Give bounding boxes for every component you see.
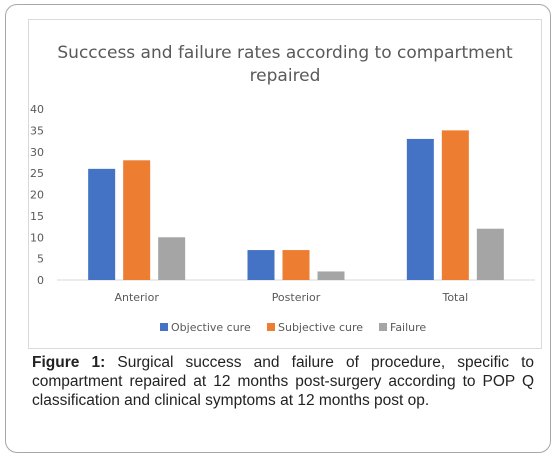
figure-frame: Succcess and failure rates according to … <box>5 4 551 453</box>
bar-objective-cure <box>247 250 275 280</box>
y-tick-label: 30 <box>30 146 44 159</box>
caption-text: Surgical success and failure of procedur… <box>32 354 534 409</box>
legend-label: Subjective cure <box>278 321 363 334</box>
chart-area: Succcess and failure rates according to … <box>28 19 542 349</box>
x-tick-label: Total <box>441 291 468 304</box>
legend-label: Objective cure <box>171 321 251 334</box>
y-tick-label: 15 <box>30 210 44 223</box>
bar-failure <box>476 228 504 280</box>
figure-caption: Figure 1: Surgical success and failure o… <box>32 353 534 410</box>
y-tick-label: 35 <box>30 124 44 137</box>
bar-chart: 0 5 10 15 20 25 30 35 40 Anterior Posterior Total Ob… <box>30 103 535 334</box>
y-tick-label: 40 <box>30 103 44 116</box>
x-tick-label: Anterior <box>114 291 159 304</box>
bar-subjective-cure <box>441 130 469 280</box>
y-tick-label: 25 <box>30 167 44 180</box>
y-tick-label: 5 <box>37 253 44 266</box>
y-tick-label: 0 <box>37 274 44 287</box>
bar-subjective-cure <box>123 160 151 280</box>
y-tick-label: 10 <box>30 231 44 244</box>
bar-subjective-cure <box>282 250 310 280</box>
bar-objective-cure <box>406 138 434 280</box>
legend-swatch <box>160 323 168 331</box>
chart-title: Succcess and failure rates according to … <box>57 43 513 86</box>
legend-swatch <box>267 323 275 331</box>
x-tick-label: Posterior <box>272 291 321 304</box>
bar-failure <box>158 237 186 280</box>
legend-swatch <box>379 323 387 331</box>
caption-label: Figure 1: <box>32 354 106 371</box>
bar-failure <box>317 271 345 280</box>
bar-objective-cure <box>88 168 116 280</box>
legend-label: Failure <box>390 321 426 334</box>
y-tick-label: 20 <box>30 189 44 202</box>
